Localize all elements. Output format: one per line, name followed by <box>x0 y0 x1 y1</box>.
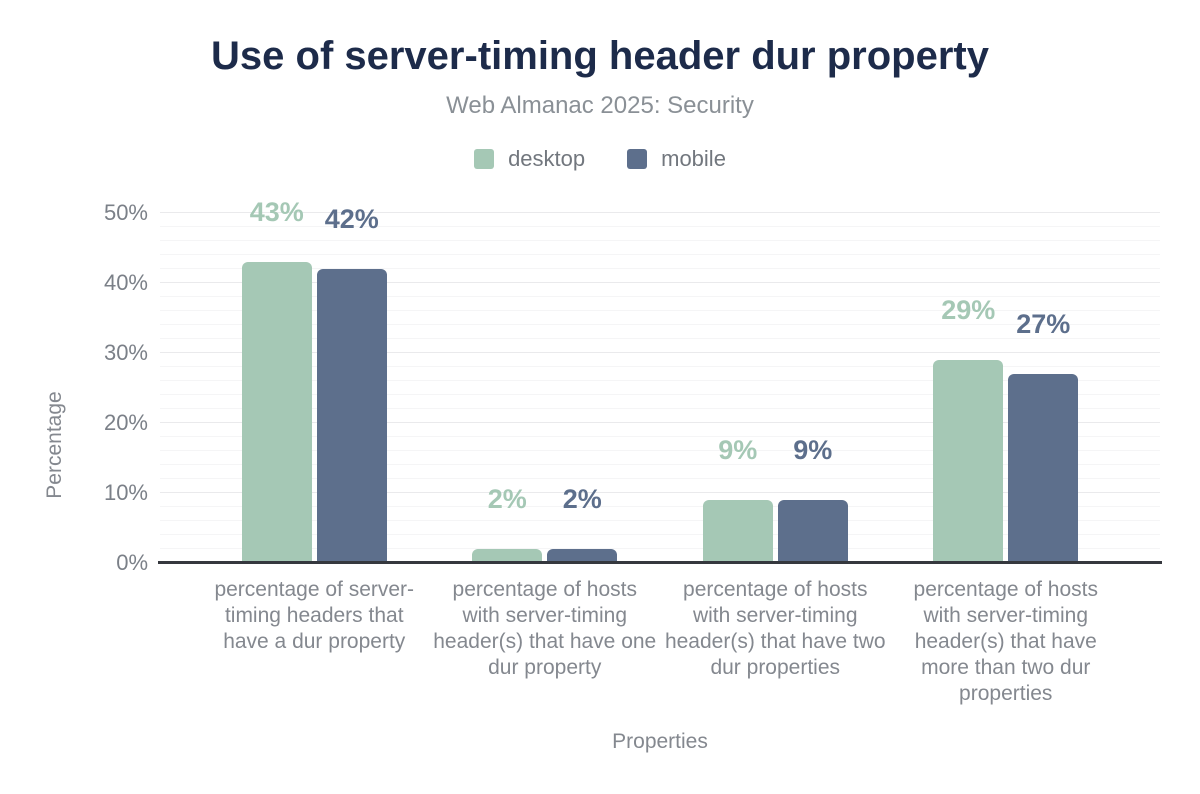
gridline-6pct <box>160 520 1160 521</box>
chart-subtitle: Web Almanac 2025: Security <box>446 92 754 119</box>
legend-swatch-mobile-icon <box>627 149 648 169</box>
bar-value-mobile-0: 42% <box>324 204 379 234</box>
bar-mobile-3[interactable] <box>1008 374 1079 563</box>
bar-value-mobile-3: 27% <box>1016 309 1071 339</box>
plot-area: 43% 42% 2% 2% 9% 9% 29% 27% <box>160 198 1160 563</box>
category-label-3: percentage of hosts with server-timing h… <box>913 578 1098 705</box>
gridline-14pct <box>160 464 1160 465</box>
legend-item-desktop[interactable]: desktop <box>474 146 585 172</box>
category-label-1: percentage of hosts with server-timing h… <box>433 578 657 679</box>
gridline-48pct <box>160 226 1160 227</box>
bar-value-mobile-2: 9% <box>793 435 833 465</box>
gridline-28pct <box>160 366 1160 367</box>
y-tick-20%: 20% <box>103 410 148 435</box>
gridline-34pct <box>160 324 1160 325</box>
chart-title: Use of server-timing header dur property <box>211 34 989 78</box>
gridline-12pct <box>160 478 1160 479</box>
gridline-10pct <box>160 492 1160 493</box>
bar-mobile-2[interactable] <box>777 500 848 563</box>
bar-mobile-1[interactable] <box>547 549 618 563</box>
bar-desktop-0[interactable] <box>241 262 312 563</box>
legend: desktop mobile <box>0 146 1200 172</box>
gridline-42pct <box>160 268 1160 269</box>
gridline-50pct <box>160 212 1160 213</box>
gridline-24pct <box>160 394 1160 395</box>
bar-value-desktop-3: 29% <box>941 295 996 325</box>
legend-swatch-desktop-icon <box>474 149 495 169</box>
gridline-38pct <box>160 296 1160 297</box>
gridline-20pct <box>160 422 1160 423</box>
gridline-16pct <box>160 450 1160 451</box>
gridline-36pct <box>160 310 1160 311</box>
bar-value-desktop-2: 9% <box>718 435 758 465</box>
gridline-40pct <box>160 282 1160 283</box>
gridline-32pct <box>160 338 1160 339</box>
gridline-8pct <box>160 506 1160 507</box>
gridline-26pct <box>160 380 1160 381</box>
x-axis-title: Properties <box>612 730 708 753</box>
y-tick-30%: 30% <box>103 340 148 365</box>
gridline-46pct <box>160 240 1160 241</box>
category-label-2: percentage of hosts with server-timing h… <box>664 578 886 679</box>
bar-value-desktop-0: 43% <box>249 197 304 227</box>
bar-desktop-2[interactable] <box>702 500 773 563</box>
y-tick-10%: 10% <box>103 480 148 505</box>
legend-item-mobile[interactable]: mobile <box>627 146 726 172</box>
gridline-2pct <box>160 548 1160 549</box>
gridline-44pct <box>160 254 1160 255</box>
bar-desktop-3[interactable] <box>933 360 1004 563</box>
legend-label-mobile: mobile <box>661 146 726 171</box>
legend-label-desktop: desktop <box>508 146 586 171</box>
y-tick-40%: 40% <box>103 270 148 295</box>
x-axis-line <box>158 561 1162 564</box>
gridline-18pct <box>160 436 1160 437</box>
y-tick-50%: 50% <box>103 200 148 225</box>
gridline-30pct <box>160 352 1160 353</box>
category-label-0: percentage of server-timing headers that… <box>214 578 415 653</box>
bar-value-mobile-1: 2% <box>562 484 602 514</box>
bar-desktop-1[interactable] <box>472 549 543 563</box>
bar-mobile-0[interactable] <box>316 269 387 563</box>
bar-value-desktop-1: 2% <box>487 484 527 514</box>
gridline-4pct <box>160 534 1160 535</box>
y-tick-0%: 0% <box>116 550 148 575</box>
gridline-22pct <box>160 408 1160 409</box>
